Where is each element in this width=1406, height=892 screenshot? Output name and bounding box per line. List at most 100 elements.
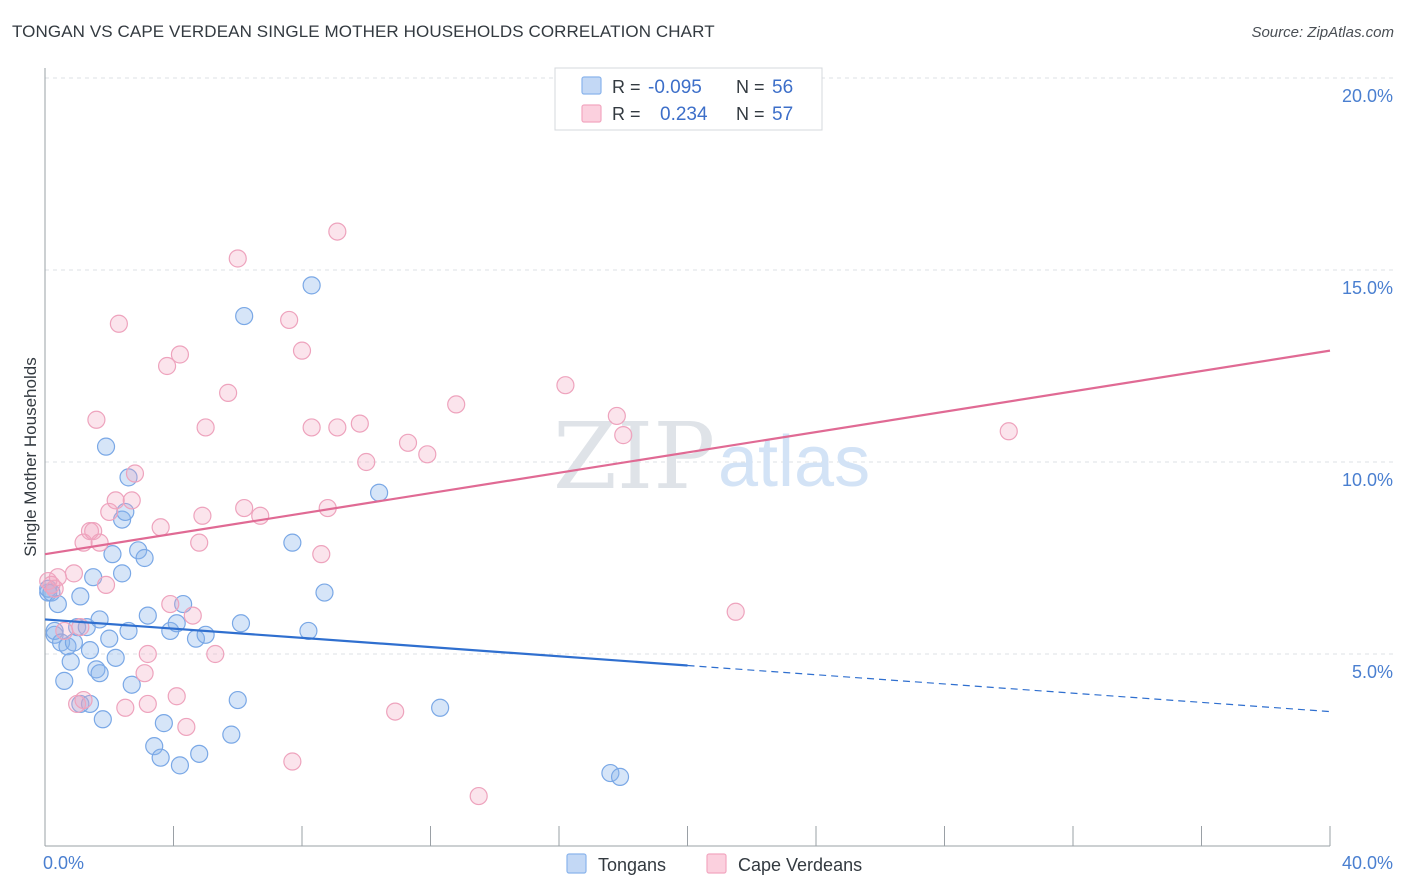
- legend-swatch-cape-verdeans: [706, 853, 727, 874]
- trend-line-cape-verdeans: [44, 349, 1331, 556]
- point-tongans-23: [100, 629, 119, 648]
- watermark: ZIP atlas: [553, 403, 870, 510]
- legend-label-tongans: Tongans: [598, 855, 666, 875]
- point-cape-verdeans-58: [999, 422, 1018, 441]
- stats-r-value-cape-verdeans: 0.234: [660, 104, 708, 125]
- y-tick-label-0: 5.0%: [1352, 662, 1393, 682]
- axes: [44, 68, 1331, 847]
- y-tick-labels: 5.0% 10.0% 15.0% 20.0%: [1342, 86, 1393, 682]
- point-tongans-40: [170, 756, 190, 775]
- legend-swatch-tongans: [566, 853, 587, 874]
- point-tongans-31: [122, 675, 141, 694]
- point-tongans-7: [55, 671, 74, 690]
- point-tongans-9: [61, 652, 80, 671]
- gridlines: [45, 77, 1394, 655]
- stats-n-label-tongans: N =: [736, 77, 765, 97]
- stats-swatch-cape-verdeans: [581, 104, 602, 123]
- point-cape-verdeans-46: [328, 222, 347, 241]
- point-tongans-36: [151, 748, 170, 767]
- point-cape-verdeans-53: [469, 786, 488, 806]
- point-cape-verdeans-41: [292, 341, 312, 360]
- point-cape-verdeans-37: [235, 498, 254, 518]
- legend-label-cape-verdeans: Cape Verdeans: [738, 855, 862, 875]
- trend-lines: [44, 349, 1331, 713]
- point-cape-verdeans-20: [125, 464, 145, 483]
- stats-swatch-tongans: [581, 76, 602, 95]
- point-cape-verdeans-3: [48, 568, 67, 587]
- point-cape-verdeans-40: [283, 752, 302, 771]
- point-cape-verdeans-56: [614, 426, 633, 445]
- chart-title: TONGAN VS CAPE VERDEAN SINGLE MOTHER HOU…: [12, 22, 715, 41]
- point-tongans-56: [610, 767, 630, 786]
- stats-r-value-tongans: -0.095: [648, 77, 702, 98]
- point-cape-verdeans-42: [302, 418, 321, 437]
- point-tongans-45: [222, 725, 241, 744]
- point-cape-verdeans-47: [350, 414, 369, 433]
- point-tongans-26: [112, 564, 132, 583]
- x-tick-label-0: 0.0%: [43, 853, 84, 873]
- point-cape-verdeans-33: [196, 418, 215, 437]
- point-tongans-19: [90, 610, 109, 629]
- point-cape-verdeans-26: [161, 594, 180, 614]
- point-tongans-34: [138, 606, 157, 625]
- point-cape-verdeans-16: [106, 491, 125, 510]
- point-cape-verdeans-50: [398, 433, 418, 452]
- y-axis-title: Single Mother Households: [21, 357, 40, 556]
- point-cape-verdeans-55: [607, 406, 626, 426]
- point-tongans-51: [299, 621, 318, 641]
- stats-legend: R = -0.095 N = 56 R = 0.234 N = 57: [554, 67, 823, 131]
- stats-n-value-tongans: 56: [772, 77, 793, 98]
- point-tongans-16: [80, 641, 100, 660]
- point-cape-verdeans-51: [418, 445, 437, 464]
- point-tongans-35: [145, 737, 164, 756]
- point-cape-verdeans-21: [135, 664, 154, 683]
- point-tongans-22: [96, 437, 116, 456]
- y-tick-label-1: 10.0%: [1342, 470, 1393, 490]
- point-cape-verdeans-48: [357, 452, 376, 472]
- point-cape-verdeans-28: [170, 345, 190, 364]
- point-cape-verdeans-39: [280, 310, 299, 330]
- point-cape-verdeans-12: [87, 410, 106, 429]
- point-cape-verdeans-18: [116, 698, 135, 717]
- point-cape-verdeans-57: [726, 602, 745, 621]
- point-cape-verdeans-4: [55, 621, 74, 641]
- point-tongans-46: [228, 690, 247, 710]
- stats-n-value-cape-verdeans: 57: [772, 104, 793, 125]
- trend-line-tongans: [44, 618, 688, 667]
- point-cape-verdeans-29: [177, 717, 196, 737]
- point-cape-verdeans-15: [100, 502, 119, 522]
- point-tongans-47: [231, 614, 251, 633]
- point-tongans-52: [315, 583, 334, 602]
- point-cape-verdeans-45: [328, 418, 347, 437]
- point-cape-verdeans-35: [219, 383, 238, 402]
- point-cape-verdeans-34: [206, 644, 225, 664]
- point-cape-verdeans-17: [109, 314, 128, 333]
- point-tongans-37: [154, 714, 173, 733]
- point-tongans-5: [48, 594, 67, 614]
- point-cape-verdeans-54: [556, 376, 575, 395]
- point-cape-verdeans-22: [138, 644, 157, 664]
- point-tongans-25: [106, 648, 125, 667]
- point-cape-verdeans-32: [193, 506, 212, 525]
- point-tongans-4: [45, 621, 64, 641]
- point-cape-verdeans-43: [312, 545, 331, 564]
- point-cape-verdeans-9: [74, 690, 93, 710]
- point-tongans-48: [235, 306, 254, 326]
- point-cape-verdeans-14: [96, 575, 116, 594]
- stats-r-label-tongans: R =: [612, 77, 641, 97]
- source-label: Source: ZipAtlas.com: [1251, 24, 1394, 41]
- point-tongans-24: [103, 545, 122, 564]
- watermark-zip: ZIP: [553, 403, 715, 510]
- point-tongans-49: [283, 533, 302, 552]
- point-cape-verdeans-13: [90, 533, 109, 552]
- series-legend: Tongans Cape Verdeans: [566, 853, 862, 875]
- series-cape-verdeans: [39, 222, 1018, 806]
- point-tongans-53: [370, 483, 389, 502]
- watermark-atlas: atlas: [718, 422, 870, 502]
- point-cape-verdeans-27: [167, 687, 186, 706]
- x-tick-labels: 0.0% 40.0%: [43, 853, 1393, 873]
- stats-r-label-cape-verdeans: R =: [612, 104, 641, 124]
- point-cape-verdeans-49: [386, 702, 405, 721]
- point-tongans-21: [93, 710, 112, 729]
